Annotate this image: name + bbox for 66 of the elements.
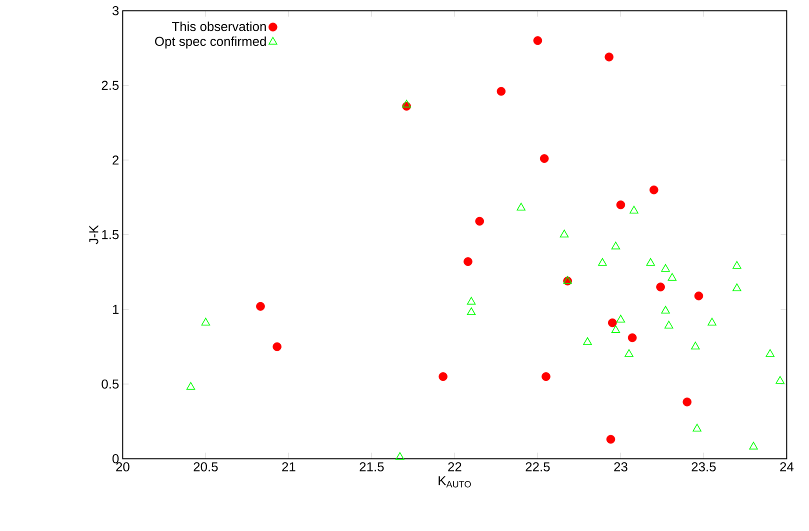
point bbox=[766, 349, 774, 357]
point bbox=[560, 230, 569, 238]
point bbox=[749, 442, 758, 450]
x-tick-label: 20.5 bbox=[194, 462, 218, 472]
point bbox=[646, 258, 655, 266]
point bbox=[598, 258, 607, 266]
y-tick-label: 0.5 bbox=[102, 379, 119, 389]
y-tick-label: 2.5 bbox=[102, 80, 119, 90]
y-tick-label: 1.5 bbox=[102, 230, 119, 240]
point bbox=[606, 434, 616, 444]
point bbox=[661, 264, 670, 272]
point bbox=[466, 307, 476, 316]
point bbox=[708, 318, 716, 326]
y-tick-label: 1 bbox=[112, 304, 119, 314]
legend-label: This observation bbox=[172, 22, 266, 32]
y-tick-label: 0 bbox=[112, 454, 119, 464]
x-tick-label: 21 bbox=[282, 462, 296, 472]
point bbox=[656, 282, 665, 292]
legend-label: Opt spec confirmed bbox=[155, 36, 266, 49]
point bbox=[664, 320, 674, 328]
point bbox=[776, 376, 784, 384]
point bbox=[694, 292, 704, 300]
point bbox=[691, 342, 700, 350]
x-tick-label: 22.5 bbox=[526, 462, 550, 472]
x-tick-label: 22 bbox=[448, 462, 462, 472]
point bbox=[608, 318, 617, 328]
y-axis-title: J-K bbox=[89, 225, 98, 244]
y-tick-label: 2 bbox=[112, 156, 119, 165]
point bbox=[533, 36, 542, 45]
point bbox=[616, 314, 626, 323]
point bbox=[466, 296, 476, 305]
point bbox=[630, 206, 638, 214]
point bbox=[402, 100, 411, 108]
point bbox=[464, 257, 472, 266]
point bbox=[604, 52, 614, 62]
x-tick-label: 20 bbox=[116, 462, 130, 472]
point bbox=[650, 185, 658, 194]
point bbox=[682, 398, 692, 406]
point bbox=[475, 216, 484, 226]
point bbox=[732, 261, 742, 269]
point bbox=[540, 154, 549, 163]
x-tick-label: 21.5 bbox=[360, 462, 384, 472]
point bbox=[201, 318, 210, 326]
x-axis-title: K$_{AUTO}$ bbox=[438, 476, 471, 488]
point bbox=[542, 372, 550, 381]
point bbox=[628, 333, 637, 342]
point bbox=[611, 242, 620, 250]
point bbox=[256, 302, 265, 311]
point bbox=[661, 306, 670, 314]
point bbox=[624, 349, 634, 357]
point bbox=[186, 382, 196, 390]
point bbox=[516, 202, 526, 211]
point bbox=[438, 372, 448, 381]
point bbox=[583, 337, 592, 345]
point bbox=[611, 325, 620, 333]
point bbox=[616, 200, 626, 210]
point bbox=[272, 342, 282, 352]
point bbox=[496, 86, 506, 96]
y-tick-label: 3 bbox=[112, 6, 119, 16]
x-tick-label: 23 bbox=[614, 462, 628, 472]
point bbox=[668, 273, 677, 281]
point bbox=[692, 424, 702, 432]
x-tick-label: 24 bbox=[780, 462, 794, 472]
x-tick-label: 23.5 bbox=[692, 462, 716, 472]
point bbox=[396, 452, 404, 460]
point bbox=[732, 283, 742, 292]
